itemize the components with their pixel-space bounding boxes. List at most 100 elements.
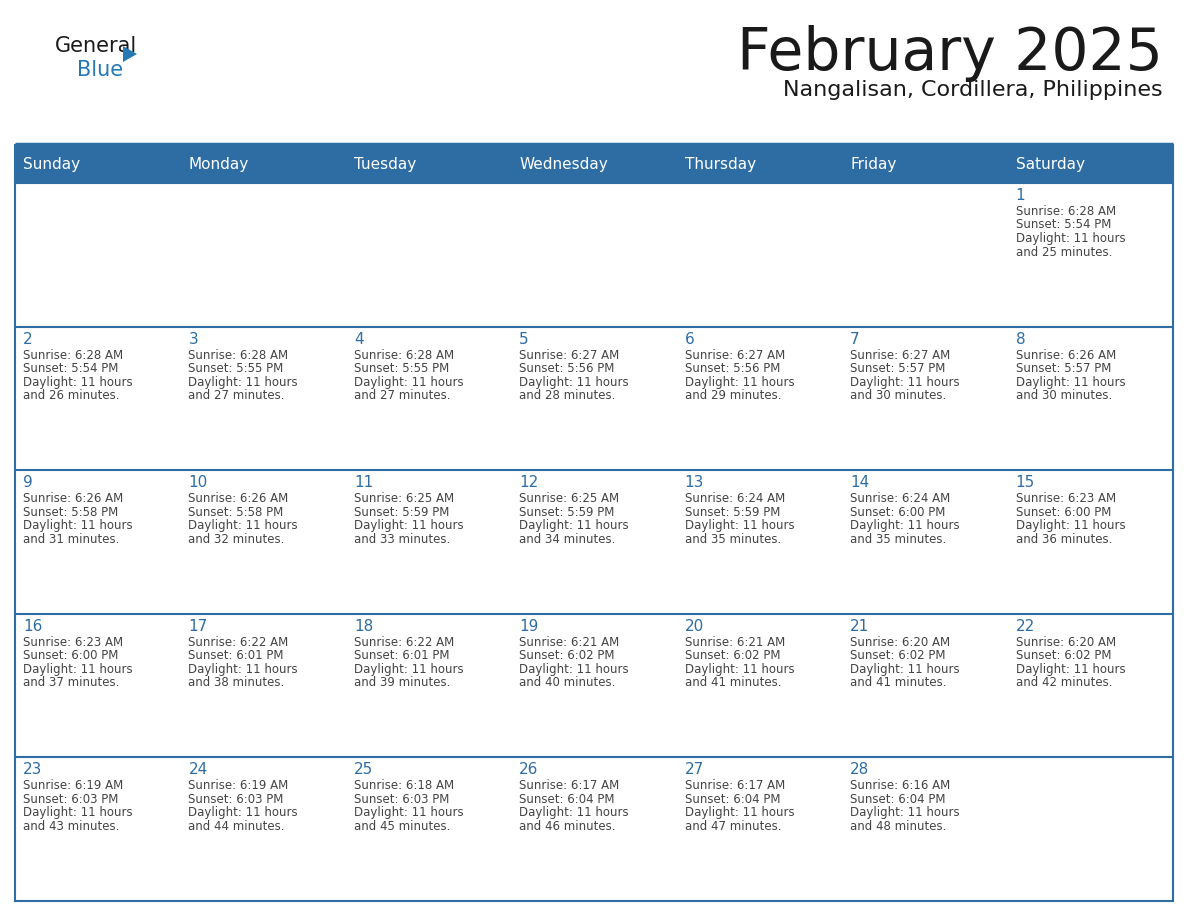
Text: Daylight: 11 hours: Daylight: 11 hours (189, 806, 298, 820)
Bar (1007, 757, 1173, 901)
Text: Sunset: 6:04 PM: Sunset: 6:04 PM (519, 793, 614, 806)
Text: Sunrise: 6:28 AM: Sunrise: 6:28 AM (23, 349, 124, 362)
Text: 7: 7 (851, 331, 860, 347)
Text: Daylight: 11 hours: Daylight: 11 hours (354, 663, 463, 676)
Bar (346, 757, 511, 901)
Text: Daylight: 11 hours: Daylight: 11 hours (851, 663, 960, 676)
Text: Sunrise: 6:25 AM: Sunrise: 6:25 AM (519, 492, 619, 505)
Text: Sunrise: 6:18 AM: Sunrise: 6:18 AM (354, 779, 454, 792)
Text: 2: 2 (23, 331, 32, 347)
Bar (15, 470, 181, 614)
Text: and 36 minutes.: and 36 minutes. (1016, 532, 1112, 545)
Text: Sunrise: 6:23 AM: Sunrise: 6:23 AM (23, 636, 124, 649)
Bar (1007, 614, 1173, 757)
Text: Sunrise: 6:19 AM: Sunrise: 6:19 AM (189, 779, 289, 792)
Text: Sunset: 6:02 PM: Sunset: 6:02 PM (851, 649, 946, 662)
Text: Sunset: 6:00 PM: Sunset: 6:00 PM (23, 649, 119, 662)
Bar (181, 614, 346, 757)
Text: Sunrise: 6:20 AM: Sunrise: 6:20 AM (1016, 636, 1116, 649)
Bar (181, 757, 346, 901)
Text: and 25 minutes.: and 25 minutes. (1016, 245, 1112, 259)
Bar (15, 327, 181, 470)
Text: Daylight: 11 hours: Daylight: 11 hours (23, 375, 133, 388)
Text: 16: 16 (23, 619, 43, 633)
Text: Sunset: 6:01 PM: Sunset: 6:01 PM (189, 649, 284, 662)
Text: Sunrise: 6:22 AM: Sunrise: 6:22 AM (189, 636, 289, 649)
Text: Sunrise: 6:20 AM: Sunrise: 6:20 AM (851, 636, 950, 649)
Text: Tuesday: Tuesday (354, 156, 416, 172)
Text: 10: 10 (189, 476, 208, 490)
Text: 14: 14 (851, 476, 870, 490)
Bar (15, 614, 181, 757)
Text: and 47 minutes.: and 47 minutes. (684, 820, 782, 833)
Text: and 45 minutes.: and 45 minutes. (354, 820, 450, 833)
Text: Daylight: 11 hours: Daylight: 11 hours (1016, 375, 1125, 388)
Text: 9: 9 (23, 476, 33, 490)
Bar (511, 183, 677, 327)
Bar (842, 614, 1007, 757)
Text: Sunset: 5:56 PM: Sunset: 5:56 PM (519, 362, 614, 375)
Text: 20: 20 (684, 619, 704, 633)
Bar (1007, 327, 1173, 470)
Text: Sunset: 5:55 PM: Sunset: 5:55 PM (189, 362, 284, 375)
Bar (677, 327, 842, 470)
Text: 23: 23 (23, 763, 43, 778)
Bar (842, 183, 1007, 327)
Text: Sunset: 5:59 PM: Sunset: 5:59 PM (519, 506, 614, 519)
Text: and 30 minutes.: and 30 minutes. (1016, 389, 1112, 402)
Text: Daylight: 11 hours: Daylight: 11 hours (23, 520, 133, 532)
Text: Sunset: 6:03 PM: Sunset: 6:03 PM (354, 793, 449, 806)
Text: and 30 minutes.: and 30 minutes. (851, 389, 947, 402)
Text: Sunset: 6:00 PM: Sunset: 6:00 PM (1016, 506, 1111, 519)
Text: Sunset: 6:03 PM: Sunset: 6:03 PM (189, 793, 284, 806)
Text: General: General (55, 36, 138, 56)
Text: and 31 minutes.: and 31 minutes. (23, 532, 119, 545)
Text: Sunrise: 6:24 AM: Sunrise: 6:24 AM (684, 492, 785, 505)
Text: 21: 21 (851, 619, 870, 633)
Text: and 26 minutes.: and 26 minutes. (23, 389, 120, 402)
Text: Sunset: 5:57 PM: Sunset: 5:57 PM (851, 362, 946, 375)
Text: 24: 24 (189, 763, 208, 778)
Text: Daylight: 11 hours: Daylight: 11 hours (189, 663, 298, 676)
Text: Daylight: 11 hours: Daylight: 11 hours (354, 520, 463, 532)
Text: Daylight: 11 hours: Daylight: 11 hours (189, 375, 298, 388)
Text: and 41 minutes.: and 41 minutes. (851, 677, 947, 689)
Bar (842, 327, 1007, 470)
Text: and 46 minutes.: and 46 minutes. (519, 820, 615, 833)
Text: 26: 26 (519, 763, 538, 778)
Text: Daylight: 11 hours: Daylight: 11 hours (851, 806, 960, 820)
Text: 17: 17 (189, 619, 208, 633)
Text: 4: 4 (354, 331, 364, 347)
Text: Sunrise: 6:27 AM: Sunrise: 6:27 AM (519, 349, 619, 362)
Bar (677, 470, 842, 614)
Text: Friday: Friday (851, 156, 897, 172)
Bar (1007, 470, 1173, 614)
Text: Sunrise: 6:24 AM: Sunrise: 6:24 AM (851, 492, 950, 505)
Bar (511, 757, 677, 901)
Text: 1: 1 (1016, 188, 1025, 203)
Bar (346, 470, 511, 614)
Text: Sunrise: 6:17 AM: Sunrise: 6:17 AM (684, 779, 785, 792)
Bar (181, 327, 346, 470)
Text: Daylight: 11 hours: Daylight: 11 hours (1016, 520, 1125, 532)
Text: Wednesday: Wednesday (519, 156, 608, 172)
Text: Sunrise: 6:28 AM: Sunrise: 6:28 AM (354, 349, 454, 362)
Bar (677, 183, 842, 327)
Text: Daylight: 11 hours: Daylight: 11 hours (851, 520, 960, 532)
Text: and 37 minutes.: and 37 minutes. (23, 677, 119, 689)
Text: Sunrise: 6:23 AM: Sunrise: 6:23 AM (1016, 492, 1116, 505)
Text: Sunset: 5:55 PM: Sunset: 5:55 PM (354, 362, 449, 375)
Text: 11: 11 (354, 476, 373, 490)
Text: 3: 3 (189, 331, 198, 347)
Bar (346, 614, 511, 757)
Text: Sunrise: 6:27 AM: Sunrise: 6:27 AM (851, 349, 950, 362)
Text: Sunrise: 6:17 AM: Sunrise: 6:17 AM (519, 779, 619, 792)
Text: 15: 15 (1016, 476, 1035, 490)
Text: and 44 minutes.: and 44 minutes. (189, 820, 285, 833)
Text: Sunrise: 6:21 AM: Sunrise: 6:21 AM (684, 636, 785, 649)
Text: Nangalisan, Cordillera, Philippines: Nangalisan, Cordillera, Philippines (783, 80, 1163, 100)
Bar (1007, 183, 1173, 327)
Bar (181, 183, 346, 327)
Bar (511, 470, 677, 614)
Text: Daylight: 11 hours: Daylight: 11 hours (519, 663, 628, 676)
